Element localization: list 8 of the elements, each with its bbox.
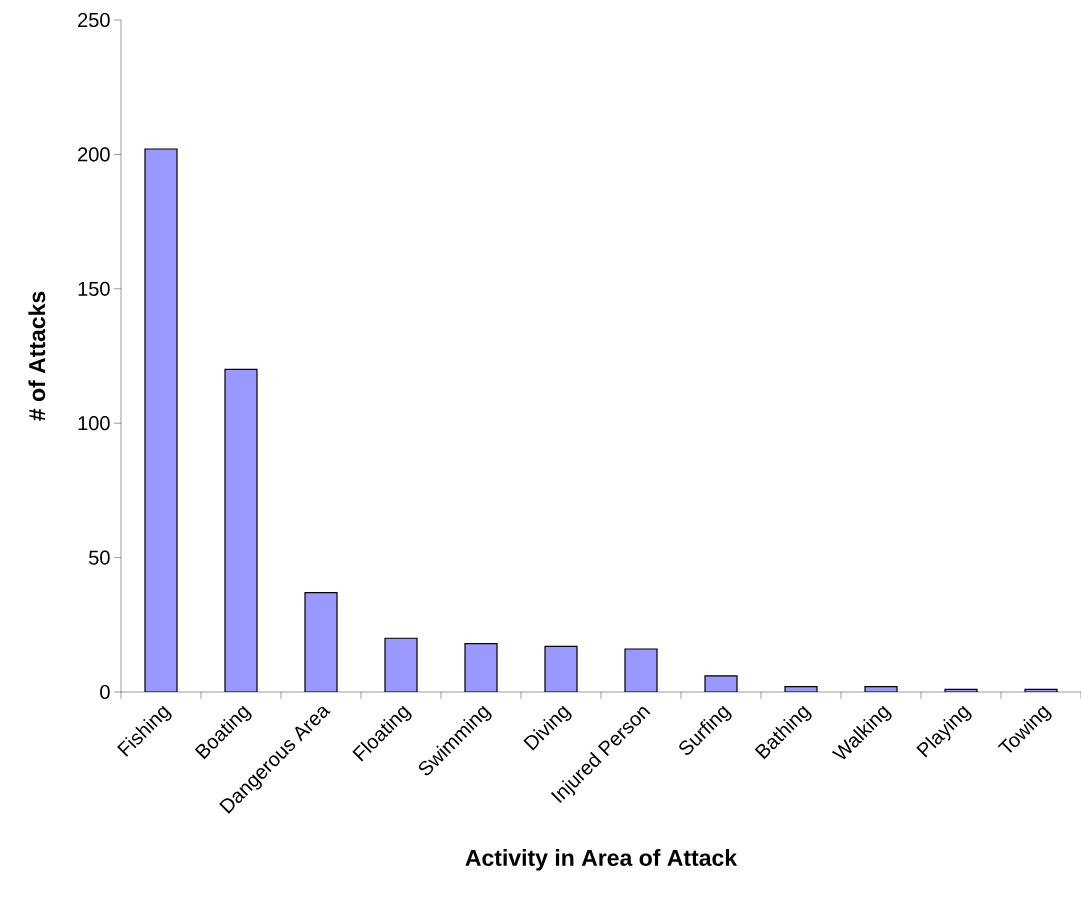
y-tick-label: 0	[100, 684, 110, 700]
y-tick-label: 150	[78, 281, 110, 296]
y-tick-label: 50	[89, 550, 110, 565]
x-axis-title: Activity in Area of Attack	[465, 849, 738, 871]
y-tick-label: 100	[78, 416, 110, 431]
y-tick-label: 200	[78, 147, 110, 162]
y-tick-label: 250	[78, 12, 110, 28]
y-axis-title: # of Attacks	[28, 291, 46, 421]
